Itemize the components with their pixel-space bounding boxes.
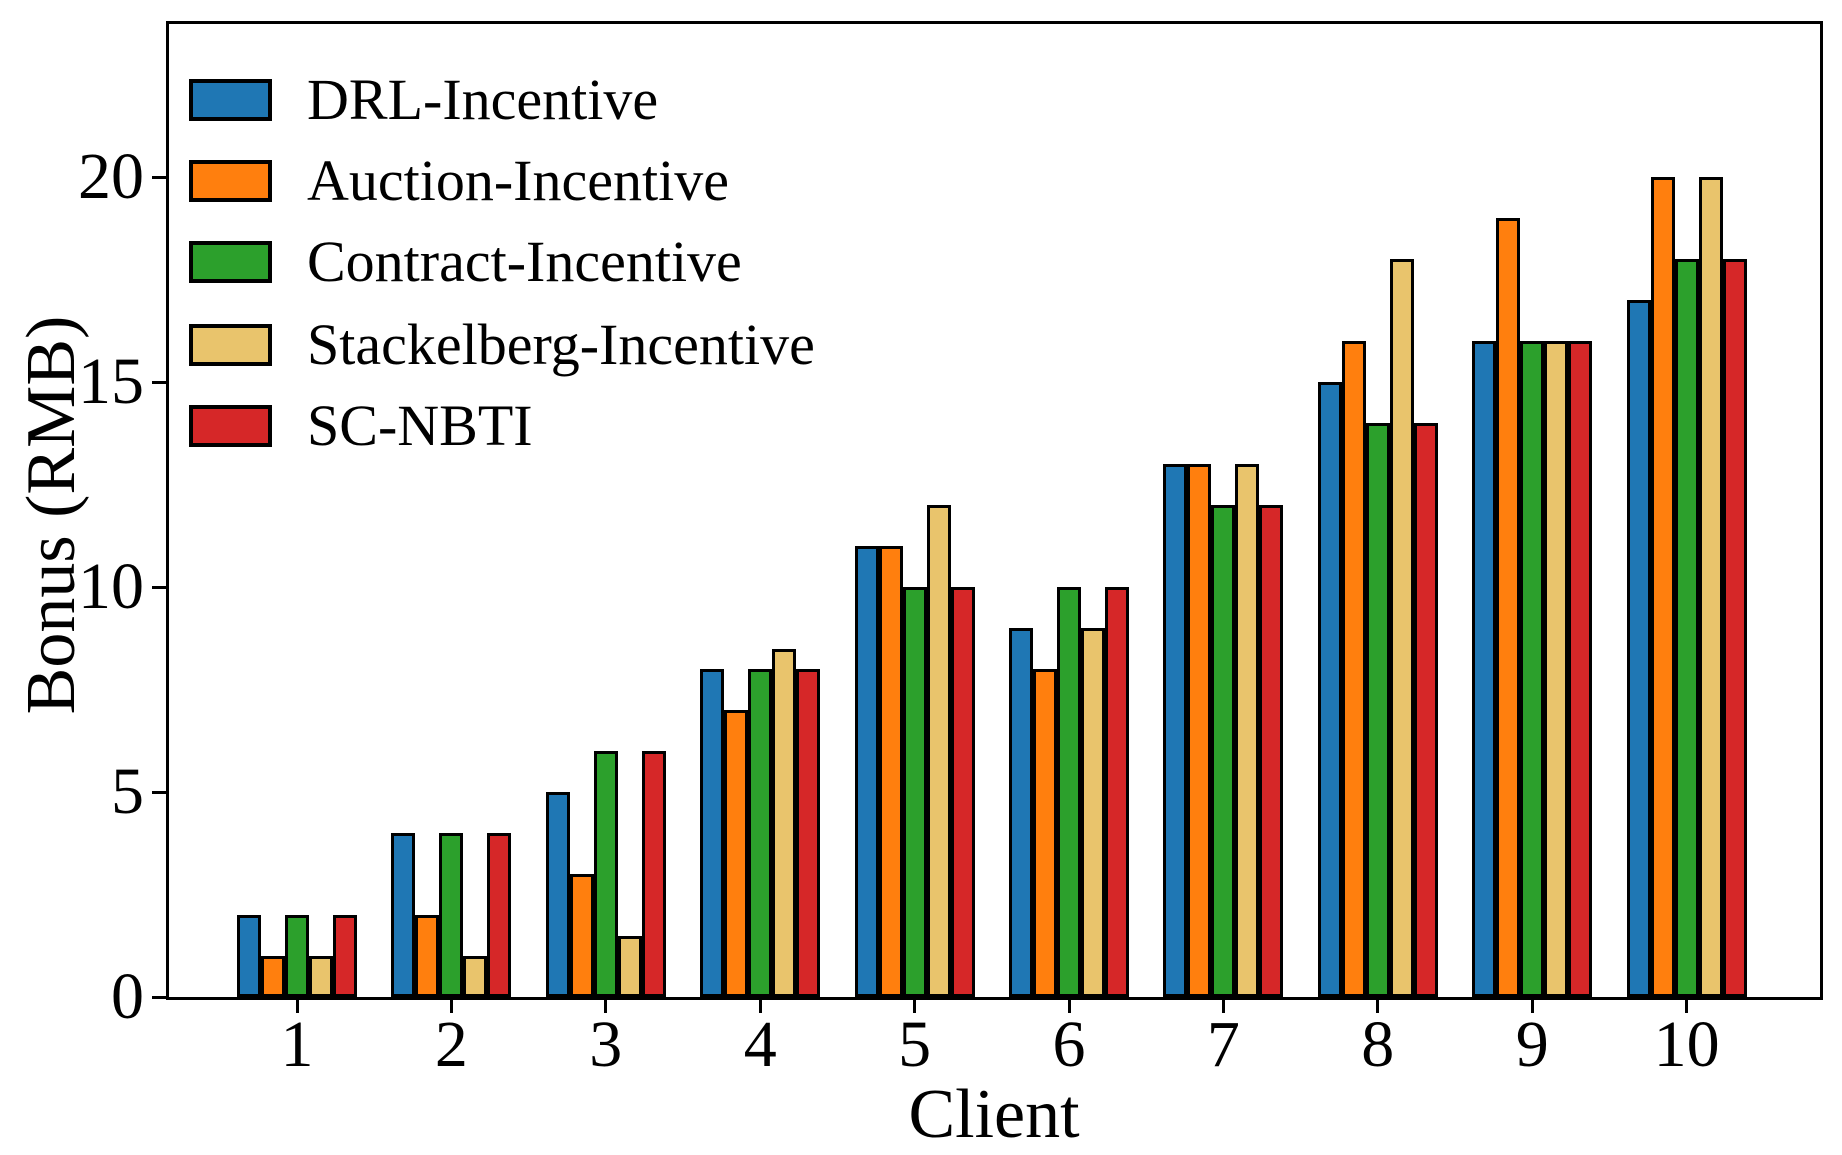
bar (748, 669, 773, 997)
bar (926, 505, 951, 997)
x-tick-mark (1685, 1000, 1689, 1013)
bar (700, 669, 725, 997)
x-tick-mark (1221, 1000, 1225, 1013)
x-tick-mark (1376, 1000, 1380, 1013)
bar (1413, 423, 1438, 997)
bar (1105, 587, 1129, 997)
bar (724, 710, 749, 997)
y-tick-label: 15 (78, 345, 144, 418)
bar (1520, 341, 1545, 997)
legend-label: Contract-Incentive (307, 229, 742, 294)
bar (1009, 628, 1033, 997)
x-tick-mark (449, 1000, 453, 1013)
bar (796, 669, 821, 997)
bar (1674, 259, 1699, 997)
legend-label: Stackelberg-Incentive (307, 312, 815, 377)
legend-swatch (189, 241, 272, 283)
x-tick-mark (1530, 1000, 1534, 1013)
bar (333, 915, 357, 997)
legend-label: Auction-Incentive (307, 148, 729, 213)
legend-swatch (189, 79, 272, 121)
bar (1235, 464, 1260, 997)
bar (1211, 505, 1236, 997)
y-tick-mark (152, 995, 166, 999)
y-tick-mark (152, 585, 166, 589)
x-tick-label: 8 (1361, 1008, 1395, 1081)
x-tick-mark (913, 1000, 917, 1013)
x-tick-label: 9 (1515, 1008, 1549, 1081)
bar (1365, 423, 1390, 997)
bar (261, 956, 285, 997)
legend-label: SC-NBTI (307, 393, 533, 458)
bar (439, 833, 464, 997)
legend-swatch (189, 405, 272, 447)
y-tick-mark (152, 175, 166, 179)
bar (950, 587, 975, 997)
plot-inner: DRL-Incentive Auction-Incentive Contract-I… (169, 24, 1820, 997)
x-tick-label: 5 (898, 1008, 932, 1081)
bar (902, 587, 927, 997)
x-axis-label: Client (908, 1076, 1080, 1153)
bar (285, 915, 309, 997)
bar (1626, 300, 1651, 997)
plot-area: DRL-Incentive Auction-Incentive Contract-I… (166, 21, 1823, 1000)
bar (1722, 259, 1747, 997)
bar (1544, 341, 1569, 997)
x-tick-mark (1067, 1000, 1071, 1013)
bar (569, 874, 594, 997)
x-tick-mark (295, 1000, 299, 1013)
bar (1163, 464, 1188, 997)
bar (1341, 341, 1366, 997)
x-tick-label: 6 (1052, 1008, 1086, 1081)
bar (309, 956, 333, 997)
bar (878, 546, 903, 997)
y-tick-label: 5 (111, 755, 144, 828)
legend-label: DRL-Incentive (307, 67, 659, 132)
bar (1317, 382, 1342, 997)
bar (1650, 177, 1675, 997)
y-tick-label: 10 (78, 550, 144, 623)
bar (1259, 505, 1284, 997)
bar (593, 751, 618, 997)
bar (545, 792, 570, 997)
bar (1187, 464, 1212, 997)
bar (237, 915, 261, 997)
x-tick-label: 2 (434, 1008, 468, 1081)
y-tick-mark (152, 790, 166, 794)
bar (617, 935, 642, 997)
y-axis-label: Bonus (RMB) (13, 315, 90, 715)
bar (1033, 669, 1057, 997)
bar (1472, 341, 1497, 997)
bar (772, 648, 797, 997)
bar (487, 833, 512, 997)
x-tick-label: 1 (280, 1008, 314, 1081)
bar (415, 915, 440, 997)
bar (854, 546, 879, 997)
x-tick-label: 7 (1206, 1008, 1240, 1081)
bar (463, 956, 488, 997)
bar (1496, 218, 1521, 997)
bar (1698, 177, 1723, 997)
legend-swatch (189, 324, 272, 366)
bar (1081, 628, 1105, 997)
bar (1568, 341, 1593, 997)
x-tick-mark (758, 1000, 762, 1013)
bar (1389, 259, 1414, 997)
y-tick-label: 0 (111, 960, 144, 1033)
x-tick-label: 10 (1653, 1008, 1720, 1081)
y-tick-mark (152, 380, 166, 384)
x-tick-mark (604, 1000, 608, 1013)
bar (391, 833, 416, 997)
y-tick-label: 20 (78, 140, 144, 213)
x-tick-label: 3 (589, 1008, 623, 1081)
bar (641, 751, 666, 997)
legend-swatch (189, 160, 272, 202)
x-tick-label: 4 (743, 1008, 777, 1081)
bar (1057, 587, 1081, 997)
